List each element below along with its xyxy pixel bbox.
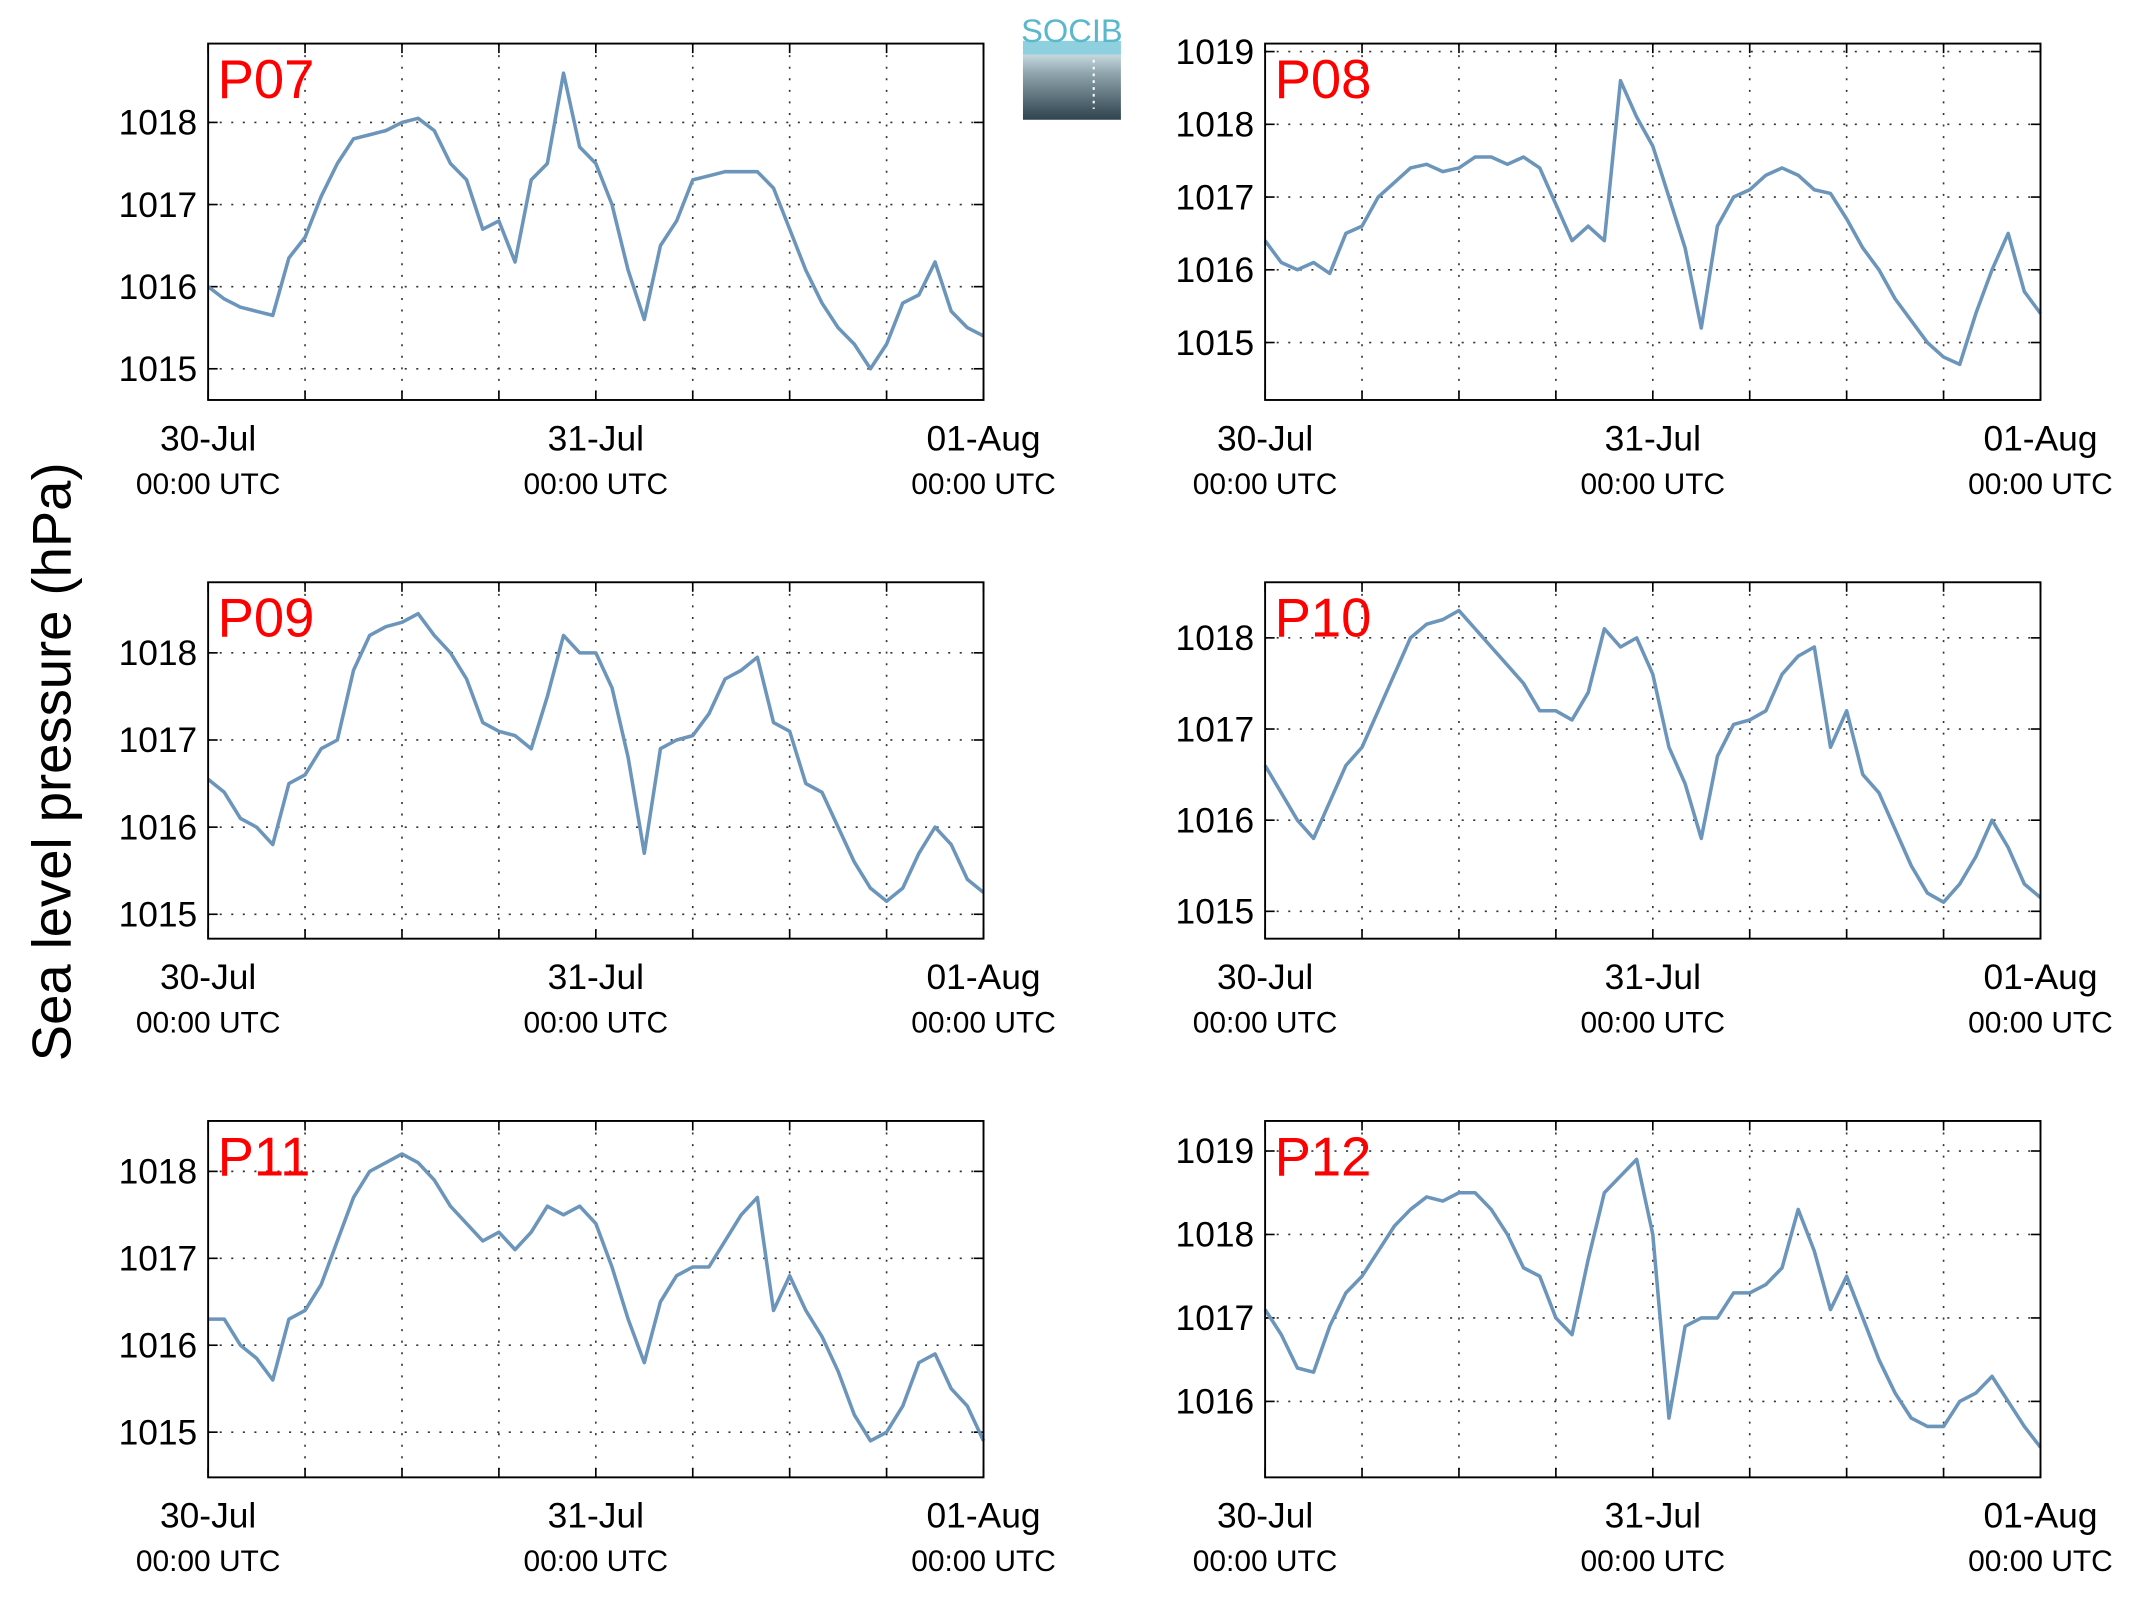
panel: 1015 1016 1017 1018 30-Jul 00:00 UTC 31-Jul 00:… xyxy=(119,1120,1056,1578)
x-tick-label: 01-Aug xyxy=(1983,1497,2097,1536)
data-line xyxy=(207,611,985,903)
plot-area xyxy=(208,1120,984,1478)
y-tick-label: 1017 xyxy=(119,1240,198,1279)
x-tick-label: 30-Jul xyxy=(160,1497,256,1536)
x-tick-label: 30-Jul xyxy=(1217,419,1313,458)
x-tick-label: 01-Aug xyxy=(927,419,1041,458)
y-tick-label: 1015 xyxy=(119,350,198,389)
x-tick-label: 31-Jul xyxy=(548,419,644,458)
axes-frame xyxy=(207,1120,985,1479)
y-tick-label: 1016 xyxy=(119,1326,198,1365)
y-tick-label: 1016 xyxy=(1176,1383,1255,1422)
x-tick-label: 31-Jul xyxy=(548,958,644,997)
panel: 1015 1016 1017 1018 30-Jul 00:00 UTC 31-Jul 00:… xyxy=(1176,581,2113,1040)
panel: 1015 1016 1017 1018 30-Jul 00:00 UTC 31-Jul 00:… xyxy=(119,42,1056,501)
logo: SOCIB xyxy=(1021,12,1123,120)
logo-box xyxy=(1022,49,1121,120)
logo-wave xyxy=(1022,40,1121,55)
x-tick-sublabel: 00:00 UTC xyxy=(524,1545,669,1578)
axes-frame xyxy=(1264,581,2042,940)
panel-title: P12 xyxy=(1275,1126,1372,1187)
x-tick-label: 31-Jul xyxy=(1605,419,1701,458)
x-tick-label: 31-Jul xyxy=(1605,1497,1701,1536)
x-tick-sublabel: 00:00 UTC xyxy=(524,468,669,501)
data-line xyxy=(208,1152,986,1443)
x-tick-label: 30-Jul xyxy=(160,419,256,458)
y-tick-label: 1015 xyxy=(119,896,198,935)
axes-frame xyxy=(1264,42,2042,401)
x-tick-sublabel: 00:00 UTC xyxy=(1193,1545,1338,1578)
y-tick-label: 1017 xyxy=(1176,1299,1255,1338)
data-line xyxy=(1263,1157,2042,1449)
panel: 1015 1016 1017 1018 30-Jul 00:00 UTC 31-Jul 00:… xyxy=(119,581,1056,1040)
x-tick-sublabel: 00:00 UTC xyxy=(911,468,1056,501)
y-tick-label: 1017 xyxy=(119,721,198,760)
panel: 1015 1016 1017 1018 1019 30-Jul 00:00 UTC 31-Ju… xyxy=(1176,33,2113,501)
y-tick-label: 1015 xyxy=(1176,893,1255,932)
x-tick-sublabel: 00:00 UTC xyxy=(136,468,281,501)
x-tick-sublabel: 00:00 UTC xyxy=(1580,1545,1725,1578)
plot-area xyxy=(1265,43,2041,400)
axes-frame xyxy=(207,581,985,940)
x-tick-sublabel: 00:00 UTC xyxy=(1968,468,2113,501)
x-tick-label: 31-Jul xyxy=(1605,958,1701,997)
panel-title: P11 xyxy=(218,1126,311,1187)
x-tick-sublabel: 00:00 UTC xyxy=(911,1007,1056,1040)
panel-title: P07 xyxy=(218,49,315,110)
y-tick-label: 1017 xyxy=(1176,178,1255,217)
y-tick-label: 1017 xyxy=(119,186,198,225)
x-tick-label: 01-Aug xyxy=(927,1497,1041,1536)
y-tick-label: 1018 xyxy=(119,634,198,673)
y-tick-label: 1018 xyxy=(1176,106,1255,145)
logo-text: SOCIB xyxy=(1021,12,1123,49)
x-tick-sublabel: 00:00 UTC xyxy=(1193,468,1338,501)
panel-title: P10 xyxy=(1275,588,1372,649)
panel-title: P09 xyxy=(218,588,315,649)
data-line xyxy=(1263,78,2042,367)
x-tick-sublabel: 00:00 UTC xyxy=(1580,1007,1725,1040)
y-tick-label: 1018 xyxy=(1176,1216,1255,1255)
x-tick-sublabel: 00:00 UTC xyxy=(524,1007,669,1040)
x-tick-sublabel: 00:00 UTC xyxy=(911,1545,1056,1578)
x-tick-label: 01-Aug xyxy=(1983,419,2097,458)
x-tick-label: 01-Aug xyxy=(1983,958,2097,997)
x-tick-label: 30-Jul xyxy=(1217,958,1313,997)
y-tick-label: 1016 xyxy=(1176,801,1255,840)
x-tick-sublabel: 00:00 UTC xyxy=(1580,468,1725,501)
y-tick-label: 1018 xyxy=(1176,619,1255,658)
y-tick-label: 1019 xyxy=(1176,33,1255,72)
x-tick-label: 01-Aug xyxy=(927,958,1041,997)
y-tick-label: 1016 xyxy=(1176,251,1255,290)
axes-frame xyxy=(1264,1120,2042,1479)
x-tick-label: 30-Jul xyxy=(1217,1497,1313,1536)
y-tick-label: 1019 xyxy=(1176,1132,1255,1171)
x-tick-sublabel: 00:00 UTC xyxy=(1968,1007,2113,1040)
y-axis-label: Sea level pressure (hPa) xyxy=(22,462,83,1061)
y-tick-label: 1018 xyxy=(119,1153,198,1192)
panel: 1016 1017 1018 1019 30-Jul 00:00 UTC 31-Jul 00:… xyxy=(1176,1120,2113,1578)
x-tick-label: 31-Jul xyxy=(548,1497,644,1536)
panel-title: P08 xyxy=(1275,49,1372,110)
x-tick-sublabel: 00:00 UTC xyxy=(136,1545,281,1578)
y-tick-label: 1015 xyxy=(119,1413,198,1452)
y-tick-label: 1017 xyxy=(1176,710,1255,749)
plot-area xyxy=(208,43,984,400)
y-tick-label: 1015 xyxy=(1176,324,1255,363)
data-line xyxy=(207,71,985,371)
y-tick-label: 1018 xyxy=(119,104,198,143)
x-tick-sublabel: 00:00 UTC xyxy=(1968,1545,2113,1578)
y-tick-label: 1016 xyxy=(119,808,198,847)
data-line xyxy=(1263,608,2042,904)
y-tick-label: 1016 xyxy=(119,268,198,307)
x-tick-label: 30-Jul xyxy=(160,958,256,997)
x-tick-sublabel: 00:00 UTC xyxy=(136,1007,281,1040)
axes-frame xyxy=(207,42,985,401)
x-tick-sublabel: 00:00 UTC xyxy=(1193,1007,1338,1040)
